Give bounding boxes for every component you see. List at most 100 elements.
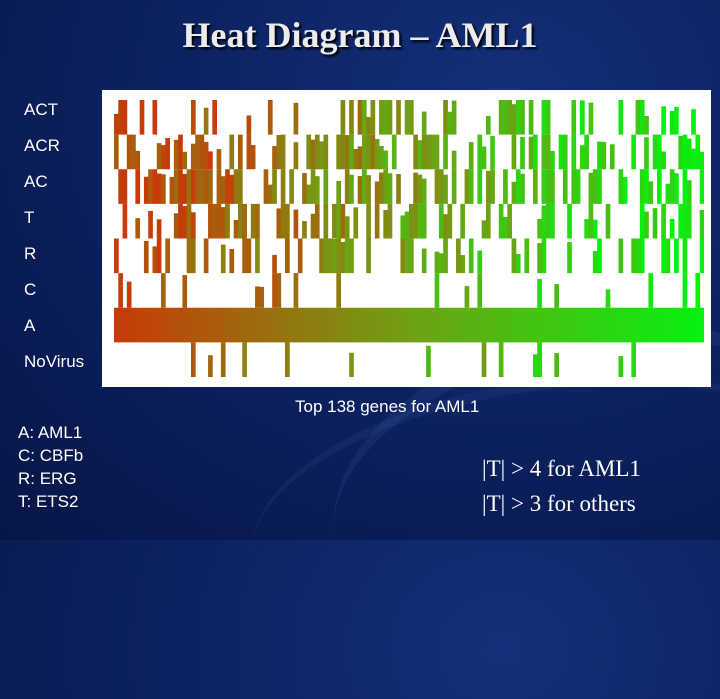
heatmap-cell [541,238,547,274]
heatmap-cell [114,113,119,135]
heatmap-cell [682,134,688,170]
heatmap-cell [618,100,624,135]
heatmap-cell [344,135,350,170]
heatmap-cell [263,169,269,204]
heatmap-cell [310,307,316,343]
heatmap-cell [528,136,534,170]
heatmap-cell [272,169,277,204]
heatmap-cell [349,352,354,377]
heatmap-cell [674,173,679,204]
heatmap-cell [114,307,119,343]
heatmap-cell [511,307,517,343]
heatmap-cell [434,134,440,170]
heatmap-cell [387,173,393,204]
heatmap-cell [152,169,158,204]
heatmap-cell [503,216,508,239]
heatmap-cell [404,100,410,135]
heatmap-cell [661,106,666,135]
heatmap-cell [276,135,282,170]
heatmap-cell [580,145,585,170]
heatmap-cell [250,307,256,343]
heatmap-cell [644,116,649,135]
heatmap-cell [537,243,542,274]
heatmap-cell [310,139,316,170]
heatmap-cell [686,307,692,343]
heatmap-cell [332,238,337,274]
heatmap-cell [161,174,166,204]
heatmap-cell [246,238,252,274]
heatmap-cell [404,307,410,343]
heatmap-cell [485,203,491,239]
heatmap-cell [208,307,213,343]
heatmap-cell [383,150,389,170]
heatmap-cell [438,169,444,204]
legend: A: AML1 C: CBFb R: ERG T: ETS2 [18,421,83,513]
heatmap-cell [332,307,337,343]
heatmap-cell [417,307,423,343]
heatmap-cell [661,151,666,170]
heatmap-cell [353,148,359,170]
heatmap-cell [537,278,542,308]
heatmap-cell [618,169,624,204]
heatmap-cell [374,181,380,204]
heatmap-cell [592,219,598,239]
heatmap-cell [481,342,487,377]
heatmap-cell [524,238,530,274]
heatmap-cell [409,238,414,274]
legend-item-ets2: T: ETS2 [18,492,79,511]
heatmap-cell [699,238,704,274]
heatmap-cell [404,211,410,239]
heatmap-cell [242,203,247,239]
heatmap-cell [434,307,440,343]
heatmap-cell [212,100,218,135]
heatmap-cell [528,307,534,343]
heatmap-cell [323,169,329,204]
heatmap-cell [639,169,645,204]
heatmap-cell [639,307,645,343]
heatmap-cell [686,180,692,204]
heatmap-cell [165,138,170,170]
heatmap-cell [691,148,696,170]
heatmap-cell [118,273,123,308]
heatmap-cell [131,307,136,343]
heatmap-cell [306,184,312,204]
heatmap-cell [276,307,282,343]
heatmap-cell [511,134,517,170]
heatmap-cell [250,203,256,239]
heatmap-cell [379,145,384,170]
heatmap-cell [233,219,239,239]
heatmap-cell [336,180,341,204]
heatmap-cell [665,307,671,343]
heatmap-cell [199,134,205,170]
heatmap-cell [554,284,560,308]
heatmap-cell [665,238,671,274]
heatmap-cell [190,143,196,170]
heatmap-cell [562,307,568,343]
heatmap-cell [370,307,376,343]
heatmap-cell [507,307,513,343]
heatmap-cell [597,141,602,170]
heatmap-cell [447,111,453,135]
heatmap-cell [173,213,179,239]
heatmap-cell [379,100,384,135]
heatmap-cell [203,169,209,204]
heatmap-cell [520,173,525,204]
heatmap-cell [682,203,688,239]
heatmap-cell [118,307,123,343]
heatmap-cell [135,218,141,239]
heatmap-cell [558,307,564,343]
heatmap-cell [575,169,581,204]
heatmap-cell [537,342,542,377]
heatmap-cell [173,307,179,343]
heatmap-cell [178,169,183,204]
heatmap-cell [409,307,414,343]
heatmap-cell [421,248,427,274]
heatmap-cell [421,111,427,135]
heatmap-cell [413,307,418,343]
heatmap-cell [678,135,684,170]
heatmap-cell [597,169,602,204]
heatmap-cell [409,203,414,239]
heatmap-cell [451,307,457,343]
heatmap-cell [639,100,645,135]
heatmap-cell [532,307,538,343]
